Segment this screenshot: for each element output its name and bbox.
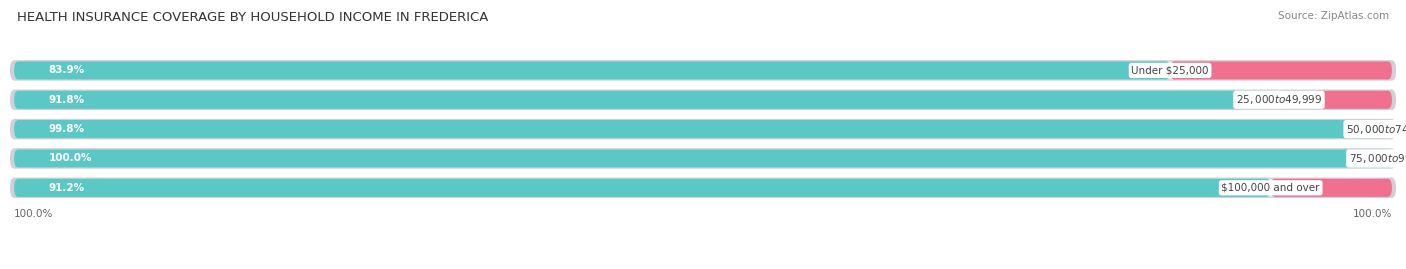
FancyBboxPatch shape (14, 149, 1392, 168)
Text: 100.0%: 100.0% (14, 209, 53, 219)
FancyBboxPatch shape (14, 61, 1170, 80)
FancyBboxPatch shape (14, 120, 1389, 138)
FancyBboxPatch shape (10, 90, 1396, 110)
Text: HEALTH INSURANCE COVERAGE BY HOUSEHOLD INCOME IN FREDERICA: HEALTH INSURANCE COVERAGE BY HOUSEHOLD I… (17, 11, 488, 24)
FancyBboxPatch shape (14, 91, 1392, 109)
Text: 99.8%: 99.8% (48, 124, 84, 134)
Text: 100.0%: 100.0% (48, 154, 91, 164)
FancyBboxPatch shape (1271, 179, 1392, 197)
FancyBboxPatch shape (10, 148, 1396, 169)
FancyBboxPatch shape (1170, 61, 1392, 80)
FancyBboxPatch shape (14, 91, 1279, 109)
Text: Under $25,000: Under $25,000 (1132, 65, 1209, 75)
FancyBboxPatch shape (14, 61, 1392, 80)
FancyBboxPatch shape (1389, 120, 1392, 138)
Text: 91.2%: 91.2% (48, 183, 84, 193)
FancyBboxPatch shape (14, 179, 1271, 197)
FancyBboxPatch shape (14, 120, 1392, 138)
Text: 83.9%: 83.9% (48, 65, 84, 75)
FancyBboxPatch shape (10, 178, 1396, 198)
Text: $25,000 to $49,999: $25,000 to $49,999 (1236, 93, 1322, 106)
Text: $100,000 and over: $100,000 and over (1222, 183, 1320, 193)
Text: $50,000 to $74,999: $50,000 to $74,999 (1346, 123, 1406, 136)
Text: 100.0%: 100.0% (1353, 209, 1392, 219)
FancyBboxPatch shape (1279, 91, 1392, 109)
FancyBboxPatch shape (14, 149, 1392, 168)
Text: Source: ZipAtlas.com: Source: ZipAtlas.com (1278, 11, 1389, 21)
Text: 91.8%: 91.8% (48, 95, 84, 105)
FancyBboxPatch shape (14, 179, 1392, 197)
FancyBboxPatch shape (10, 119, 1396, 139)
FancyBboxPatch shape (10, 60, 1396, 81)
Text: $75,000 to $99,999: $75,000 to $99,999 (1348, 152, 1406, 165)
